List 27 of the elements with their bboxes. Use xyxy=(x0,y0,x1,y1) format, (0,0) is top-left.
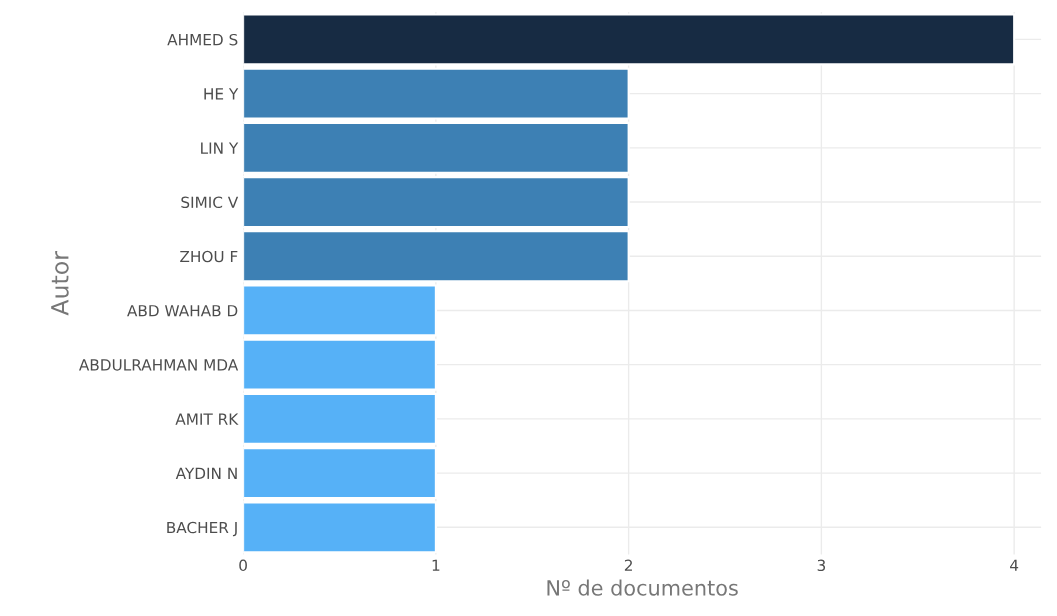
y-tick-label: LIN Y xyxy=(201,142,239,154)
x-tick-label: 2 xyxy=(624,559,632,571)
x-tick-label: 0 xyxy=(239,559,247,572)
bar xyxy=(243,284,437,337)
bar xyxy=(243,501,437,554)
bar xyxy=(243,121,630,174)
y-tick-label: AHMED S xyxy=(167,33,238,46)
bar xyxy=(243,392,437,445)
y-axis-title: Autor xyxy=(51,251,69,316)
bar xyxy=(243,67,630,120)
y-tick-label: AMIT RK xyxy=(175,413,239,425)
bar xyxy=(243,176,630,229)
y-tick-label: HE Y xyxy=(204,88,239,100)
x-axis-title: Nº de documentos xyxy=(547,579,738,596)
y-tick-label: ABDULRAHMAN MDA xyxy=(78,359,239,371)
bar xyxy=(243,230,630,283)
y-tick-label: ABD WAHAB D xyxy=(127,305,238,317)
y-tick-label: SIMIC V xyxy=(181,196,239,209)
bar xyxy=(243,338,437,391)
x-tick-label: 4 xyxy=(1010,559,1019,571)
bar xyxy=(243,447,437,500)
bar xyxy=(243,13,1016,66)
x-tick-label: 3 xyxy=(817,559,826,572)
x-tick-label: 1 xyxy=(432,559,440,571)
y-tick-label: BACHER J xyxy=(167,521,237,537)
y-tick-label: ZHOU F xyxy=(180,250,238,263)
y-tick-label: AYDIN N xyxy=(175,467,237,479)
